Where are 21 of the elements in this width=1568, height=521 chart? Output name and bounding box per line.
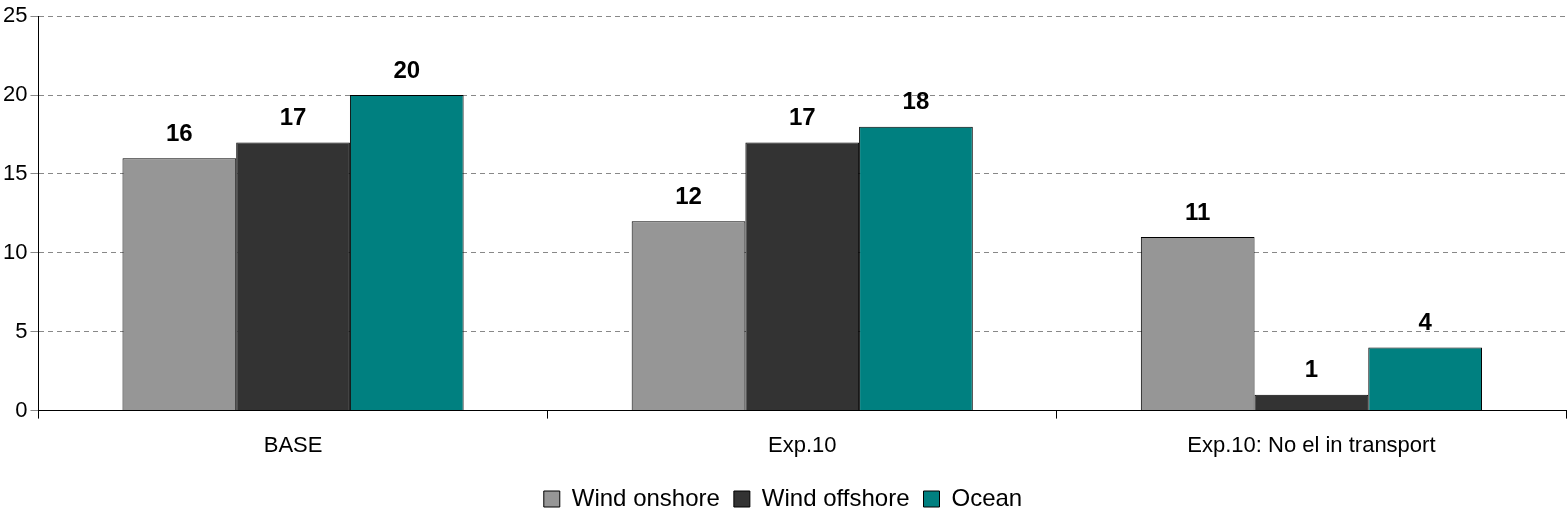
data-label: 17 — [788, 103, 816, 131]
x-tick-label: Exp.10: No el in transport — [1187, 431, 1436, 457]
data-label: 20 — [393, 55, 421, 83]
data-label: 18 — [902, 87, 930, 115]
data-label: 11 — [1185, 197, 1211, 225]
x-tick-label: Exp.10 — [767, 431, 837, 457]
y-tick-label: 5 — [15, 317, 28, 343]
data-label: 1 — [1304, 355, 1319, 383]
legend-label: Wind offshore — [761, 483, 910, 511]
y-tick-label: 15 — [2, 160, 28, 186]
y-tick-label: 10 — [2, 238, 28, 264]
data-label: 16 — [165, 118, 193, 146]
data-label: 17 — [279, 103, 307, 131]
legend-label: Ocean — [951, 483, 1023, 511]
data-label: 4 — [1418, 308, 1433, 336]
legend-label: Wind onshore — [571, 483, 720, 511]
y-tick-label: 0 — [15, 396, 28, 422]
data-label: 12 — [675, 181, 702, 209]
x-tick-label: BASE — [263, 431, 323, 457]
y-tick-label: 20 — [2, 81, 28, 107]
y-tick-label: 25 — [2, 2, 28, 28]
